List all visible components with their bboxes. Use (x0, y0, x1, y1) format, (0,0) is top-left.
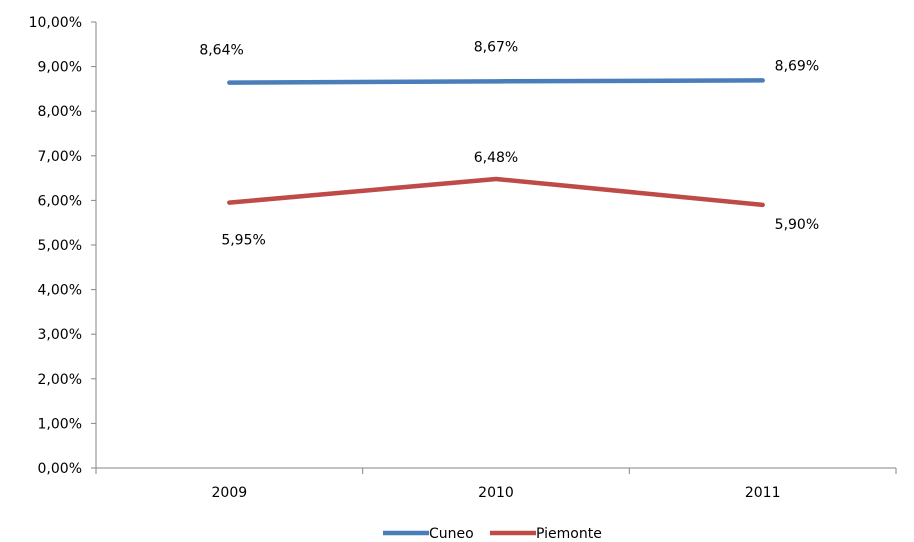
series-line-piemonte (227, 176, 765, 208)
x-tick-label: 2010 (478, 485, 514, 501)
y-tick-label: 0,00% (38, 461, 82, 477)
y-tick-label: 5,00% (38, 238, 82, 254)
data-label: 8,69% (775, 58, 819, 74)
y-tick-label: 2,00% (38, 372, 82, 388)
y-tick-label: 9,00% (38, 60, 82, 76)
data-label: 5,95% (221, 233, 265, 249)
x-tick-label: 2011 (745, 485, 781, 501)
y-tick-label: 6,00% (38, 193, 82, 209)
axes: 0,00% 1,00% 2,00% 3,00% 4,00% 5,00% 6,00% 7,00%… (29, 15, 897, 501)
legend-label-cuneo: Cuneo (429, 526, 474, 542)
y-tick-label: 8,00% (38, 104, 82, 120)
data-labels: 8,64% 8,67% 8,69% 5,95% 6,48% 5,90% (199, 39, 819, 248)
y-tick-label: 7,00% (38, 149, 82, 165)
y-tick-label: 4,00% (38, 283, 82, 299)
y-tick-label: 1,00% (38, 416, 82, 432)
legend-label-piemonte: Piemonte (536, 526, 602, 542)
y-tick-label: 3,00% (38, 327, 82, 343)
y-tick-label: 10,00% (29, 15, 82, 31)
data-label: 6,48% (474, 150, 518, 166)
data-label: 5,90% (775, 217, 819, 233)
x-tick-label: 2009 (212, 485, 248, 501)
series-line-cuneo (227, 78, 765, 85)
data-label: 8,67% (474, 39, 518, 55)
series-lines (227, 78, 765, 208)
data-label: 8,64% (199, 43, 243, 59)
legend: Cuneo Piemonte (383, 526, 602, 542)
